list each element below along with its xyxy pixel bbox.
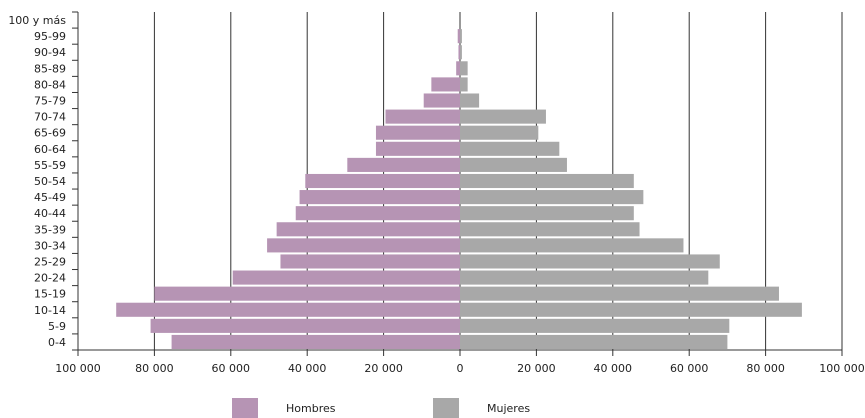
bar-hombres-90-94 xyxy=(458,45,460,60)
bar-mujeres-85-89 xyxy=(460,61,468,76)
bar-hombres-65-69 xyxy=(375,125,460,140)
bar-mujeres-75-79 xyxy=(460,93,480,108)
x-tick-label: 20 000 xyxy=(517,362,556,375)
bar-mujeres-80-84 xyxy=(460,77,468,92)
bar-mujeres-45-49 xyxy=(460,190,644,205)
bar-mujeres-50-54 xyxy=(460,173,634,189)
x-axis: 100 000 80 000 60 000 40 000 20 000 0 20 000 40… xyxy=(55,349,865,375)
y-tick-label: 50-54 xyxy=(34,175,66,188)
bar-mujeres-70-74 xyxy=(460,109,546,124)
bar-hombres-95-99 xyxy=(457,29,460,44)
x-tick-label: 80 000 xyxy=(746,362,785,375)
legend-swatch-hombres xyxy=(232,398,258,418)
bar-mujeres-60-64 xyxy=(460,141,560,156)
x-tick-label: 0 xyxy=(457,362,464,375)
y-tick-label: 10-14 xyxy=(34,304,66,317)
y-tick-label: 85-89 xyxy=(34,62,66,75)
x-tick-label: 40 000 xyxy=(288,362,327,375)
bar-mujeres-55-59 xyxy=(460,157,567,172)
y-tick-label: 60-64 xyxy=(34,143,66,156)
bar-mujeres-0-4 xyxy=(460,334,728,349)
legend-swatch-mujeres xyxy=(433,398,459,418)
bar-hombres-25-29 xyxy=(280,254,460,269)
y-tick-label: 45-49 xyxy=(34,191,66,204)
bar-hombres-35-39 xyxy=(276,222,460,237)
x-tick-label: 40 000 xyxy=(594,362,633,375)
y-tick-label: 95-99 xyxy=(34,30,66,43)
legend-label-hombres: Hombres xyxy=(286,401,336,415)
bar-hombres-5-9 xyxy=(150,318,460,333)
legend-mujeres: Mujeres xyxy=(433,398,530,418)
y-axis: 0-4 5-9 10-14 15-19 20-24 25-29 30-34 35-39 40-4… xyxy=(8,11,79,351)
legend-label-mujeres: Mujeres xyxy=(487,401,531,415)
bar-mujeres-10-14 xyxy=(460,302,802,317)
y-tick-label: 90-94 xyxy=(34,46,66,59)
x-tick-label: 100 000 xyxy=(55,362,101,375)
y-tick-label: 75-79 xyxy=(34,95,66,108)
bar-mujeres-95-99 xyxy=(460,29,462,44)
y-tick-label: 5-9 xyxy=(48,320,66,333)
y-tick-label: 80-84 xyxy=(34,78,66,91)
y-tick-label: 70-74 xyxy=(34,111,66,124)
bar-mujeres-5-9 xyxy=(460,318,730,333)
legend-hombres: Hombres xyxy=(232,398,335,418)
bar-mujeres-40-44 xyxy=(460,206,634,221)
y-tick-label: 35-39 xyxy=(34,223,66,236)
bar-hombres-20-24 xyxy=(232,270,460,285)
x-tick-label: 100 000 xyxy=(819,362,865,375)
y-tick-label: 65-69 xyxy=(34,127,66,140)
bar-hombres-55-59 xyxy=(347,157,460,172)
bar-hombres-40-44 xyxy=(295,206,460,221)
y-tick-label: 40-44 xyxy=(34,207,66,220)
y-tick-label: 0-4 xyxy=(48,336,66,349)
bar-hombres-60-64 xyxy=(375,141,460,156)
bar-mujeres-90-94 xyxy=(460,45,462,60)
x-tick-label: 60 000 xyxy=(212,362,251,375)
bar-mujeres-65-69 xyxy=(460,125,539,140)
bar-hombres-80-84 xyxy=(431,77,460,92)
bar-hombres-30-34 xyxy=(267,238,460,253)
x-tick-label: 20 000 xyxy=(364,362,403,375)
x-tick-label: 60 000 xyxy=(670,362,709,375)
bar-hombres-15-19 xyxy=(154,286,460,301)
bar-mujeres-35-39 xyxy=(460,222,640,237)
y-tick-label: 15-19 xyxy=(34,288,66,301)
bar-hombres-85-89 xyxy=(456,61,460,76)
bar-mujeres-25-29 xyxy=(460,254,720,269)
bar-mujeres-30-34 xyxy=(460,238,684,253)
bar-mujeres-15-19 xyxy=(460,286,779,301)
y-tick-label: 20-24 xyxy=(34,272,66,285)
bars xyxy=(116,29,802,349)
bar-hombres-45-49 xyxy=(299,190,460,205)
bar-hombres-50-54 xyxy=(305,173,460,189)
bar-hombres-10-14 xyxy=(116,302,460,317)
bar-hombres-0-4 xyxy=(171,334,460,349)
y-tick-label: 100 y más xyxy=(8,14,66,27)
y-tick-label: 30-34 xyxy=(34,239,66,252)
bar-hombres-75-79 xyxy=(423,93,460,108)
y-tick-label: 25-29 xyxy=(34,255,66,268)
bar-hombres-70-74 xyxy=(385,109,460,124)
y-tick-label: 55-59 xyxy=(34,159,66,172)
x-tick-label: 80 000 xyxy=(135,362,174,375)
bar-mujeres-20-24 xyxy=(460,270,709,285)
